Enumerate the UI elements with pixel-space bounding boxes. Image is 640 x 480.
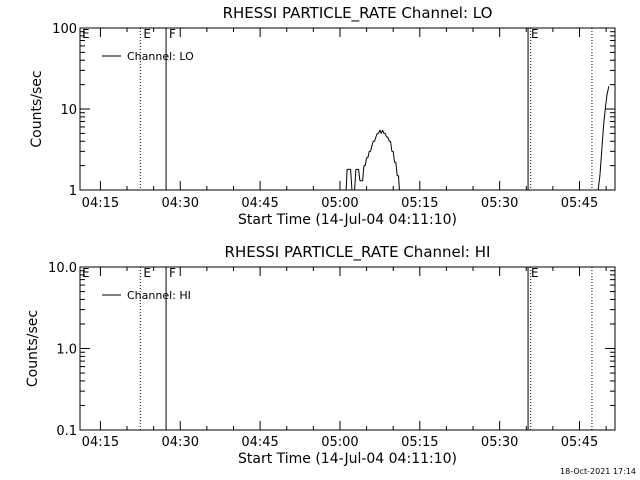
flag-marker-label: E <box>143 266 151 280</box>
y-tick-label: 10.0 <box>48 261 77 276</box>
y-tick-label: 1.0 <box>56 343 77 358</box>
x-tick-label: 04:30 <box>162 196 199 211</box>
series-segment <box>364 157 368 166</box>
chart-title: RHESSI PARTICLE_RATE Channel: HI <box>225 243 491 262</box>
series-segment <box>362 165 365 181</box>
lo-channel-panel: RHESSI PARTICLE_RATE Channel: LO Start Ti… <box>29 4 616 228</box>
x-tick-label: 05:15 <box>401 435 438 450</box>
legend-label: Channel: LO <box>127 50 194 63</box>
series-segment <box>599 151 603 176</box>
chart-title: RHESSI PARTICLE_RATE Channel: LO <box>223 4 493 23</box>
y-tick-label: 10 <box>60 103 77 118</box>
x-tick-label: 04:30 <box>162 435 199 450</box>
x-tick-label: 05:45 <box>561 435 598 450</box>
series-segment <box>374 136 377 142</box>
flag-marker-label: E <box>143 27 151 41</box>
data-point <box>608 86 610 87</box>
flag-marker-label: E <box>531 266 539 280</box>
series-segment <box>358 169 361 181</box>
x-axis-label: Start Time (14-Jul-04 04:11:10) <box>238 451 457 467</box>
y-tick-label: 0.1 <box>56 424 77 439</box>
series-segment <box>371 141 374 147</box>
series-segment <box>350 169 353 191</box>
x-tick-label: 04:45 <box>241 196 278 211</box>
x-tick-label: 04:15 <box>82 196 119 211</box>
hi-channel-panel: RHESSI PARTICLE_RATE Channel: HI Start Ti… <box>25 243 616 467</box>
series-segment <box>602 108 606 128</box>
series-segment <box>367 151 370 158</box>
x-tick-label: 05:30 <box>481 196 518 211</box>
x-tick-label: 05:30 <box>481 435 518 450</box>
series-segment <box>390 141 393 152</box>
y-axis-label: Counts/sec <box>25 310 41 387</box>
series-segment <box>606 86 610 95</box>
x-tick-label: 04:45 <box>241 435 278 450</box>
series-segment <box>392 151 396 163</box>
series-segment <box>384 133 388 138</box>
flag-marker-label: F <box>169 266 176 280</box>
corner-flag-label: E <box>82 266 90 280</box>
series-segment <box>370 145 373 152</box>
series-segment <box>382 129 385 134</box>
x-axis-label: Start Time (14-Jul-04 04:11:10) <box>238 212 457 228</box>
y-tick-label: 1 <box>69 184 77 199</box>
legend-label: Channel: HI <box>127 289 191 302</box>
series-segment <box>345 169 348 191</box>
series-segment <box>375 133 378 138</box>
y-axis-label: Counts/sec <box>29 70 45 147</box>
flag-marker-label: F <box>169 27 176 41</box>
x-tick-label: 05:45 <box>561 196 598 211</box>
x-tick-label: 05:00 <box>321 196 358 211</box>
series-segment <box>354 169 357 191</box>
series-segment <box>601 126 604 152</box>
flag-marker-label: E <box>531 27 539 41</box>
corner-flag-label: E <box>82 27 90 41</box>
x-tick-label: 05:15 <box>401 196 438 211</box>
series-segment <box>398 175 400 191</box>
series-segment <box>597 175 601 191</box>
y-tick-label: 100 <box>52 22 77 37</box>
series-segment <box>604 94 608 110</box>
x-tick-label: 04:15 <box>82 435 119 450</box>
x-tick-label: 05:00 <box>321 435 358 450</box>
series-segment <box>387 136 390 142</box>
series-segment <box>395 162 398 176</box>
footer-timestamp: 18-Oct-2021 17:14 <box>560 467 636 476</box>
